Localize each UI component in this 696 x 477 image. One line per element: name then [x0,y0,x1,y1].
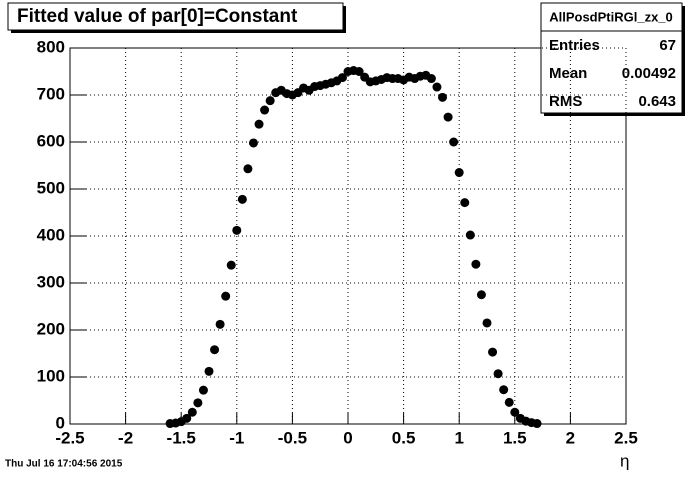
stats-box [540,2,683,114]
data-point [354,67,364,76]
data-point [443,112,453,122]
x-tick-label: 0 [343,428,352,447]
data-point [532,419,542,429]
stats-label: Mean [549,65,587,82]
timestamp: Thu Jul 16 17:04:56 2015 [5,459,123,470]
data-point [510,407,520,417]
data-point [193,398,203,408]
data-point [449,137,459,147]
y-tick-label: 700 [37,84,65,103]
stats-label: Entries [549,37,600,54]
x-tick-label: 2 [566,428,575,447]
data-point [476,290,486,300]
data-point [254,119,264,129]
y-tick-label: 600 [37,131,65,150]
data-point [182,413,192,423]
data-point [438,92,448,102]
data-point [243,164,253,174]
data-point [482,318,492,328]
stats-title: AllPosdPtiRGl_zx_0 [549,9,673,24]
data-point [187,407,197,417]
data-point [465,230,475,240]
data-point [471,259,481,269]
data-point [337,73,347,83]
data-point [204,366,214,376]
stats-value: 67 [659,37,676,54]
data-point [260,105,270,115]
chart-title: Fitted value of par[0]=Constant [17,6,298,27]
y-tick-label: 0 [56,413,65,432]
y-tick-label: 500 [37,178,65,197]
data-point [504,397,514,407]
x-tick-label: 1 [454,428,463,447]
title-box [7,2,344,31]
data-point [460,198,470,208]
data-point [198,385,208,395]
x-axis-label: η [620,451,629,470]
y-tick-label: 300 [37,272,65,291]
data-point [426,74,436,84]
data-point [248,138,258,148]
data-point [221,291,231,301]
data-point [488,347,498,357]
x-tick-label: 2.5 [614,428,638,447]
data-point [237,194,247,204]
y-tick-label: 200 [37,319,65,338]
x-tick-label: -2 [118,428,133,447]
data-point [499,385,509,395]
x-tick-label: 0.5 [392,428,416,447]
data-point [454,168,464,178]
x-tick-label: -2.5 [55,428,84,447]
data-point [232,225,242,235]
data-point [226,260,236,270]
data-point [215,319,225,329]
data-point [210,345,220,355]
data-point [432,82,442,92]
y-tick-label: 800 [37,37,65,56]
x-tick-label: -1.5 [167,428,196,447]
y-tick-label: 100 [37,366,65,385]
x-tick-label: 1.5 [503,428,527,447]
data-point [493,369,503,379]
x-tick-label: -1 [229,428,244,447]
data-point [265,96,275,106]
stats-value: 0.00492 [622,65,676,82]
stats-value: 0.643 [638,93,676,110]
y-tick-label: 400 [37,225,65,244]
stats-label: RMS [549,93,582,110]
x-tick-label: -0.5 [278,428,307,447]
